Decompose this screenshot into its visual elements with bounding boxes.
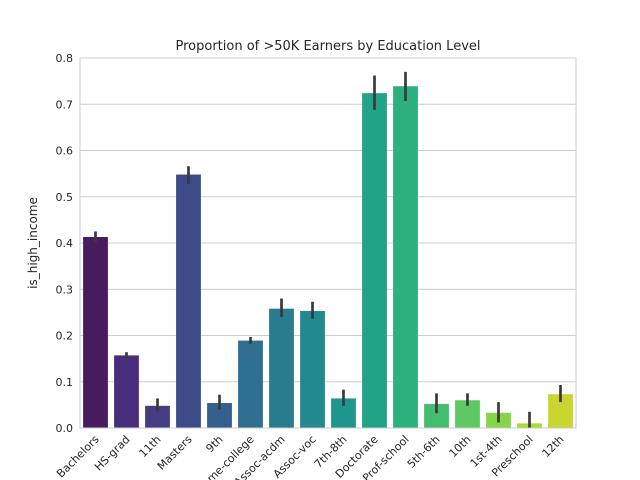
bar-bachelors [83,236,108,428]
y-tick-label: 0.2 [56,330,74,343]
bar-11th [145,405,170,428]
plot-frame [79,57,577,429]
chart-title: Proportion of >50K Earners by Education … [176,39,481,54]
bars [83,86,573,429]
y-tick-label: 0.3 [56,283,74,296]
y-axis-title: is_high_income [26,197,40,289]
y-tick-label: 0.8 [56,52,74,65]
error-bars [94,71,562,428]
y-tick-label: 0.6 [56,145,74,158]
bar-assoc-acdm [269,308,294,428]
y-tick-label: 0.1 [56,376,74,389]
y-tick-label: 0.5 [56,191,74,204]
bar-prof-school [393,86,418,429]
bar-masters [176,174,201,428]
bar-doctorate [362,93,387,429]
y-tick-label: 0.0 [56,422,74,435]
bar-assoc-voc [300,310,325,428]
y-tick-label: 0.4 [56,237,74,250]
bar-hs-grad [114,355,139,428]
bar-some-college [238,340,263,428]
y-tick-label: 0.7 [56,98,74,111]
y-tick-labels: 0.0 0.1 0.2 0.3 0.4 0.5 0.6 0.7 0.8 [56,52,74,435]
